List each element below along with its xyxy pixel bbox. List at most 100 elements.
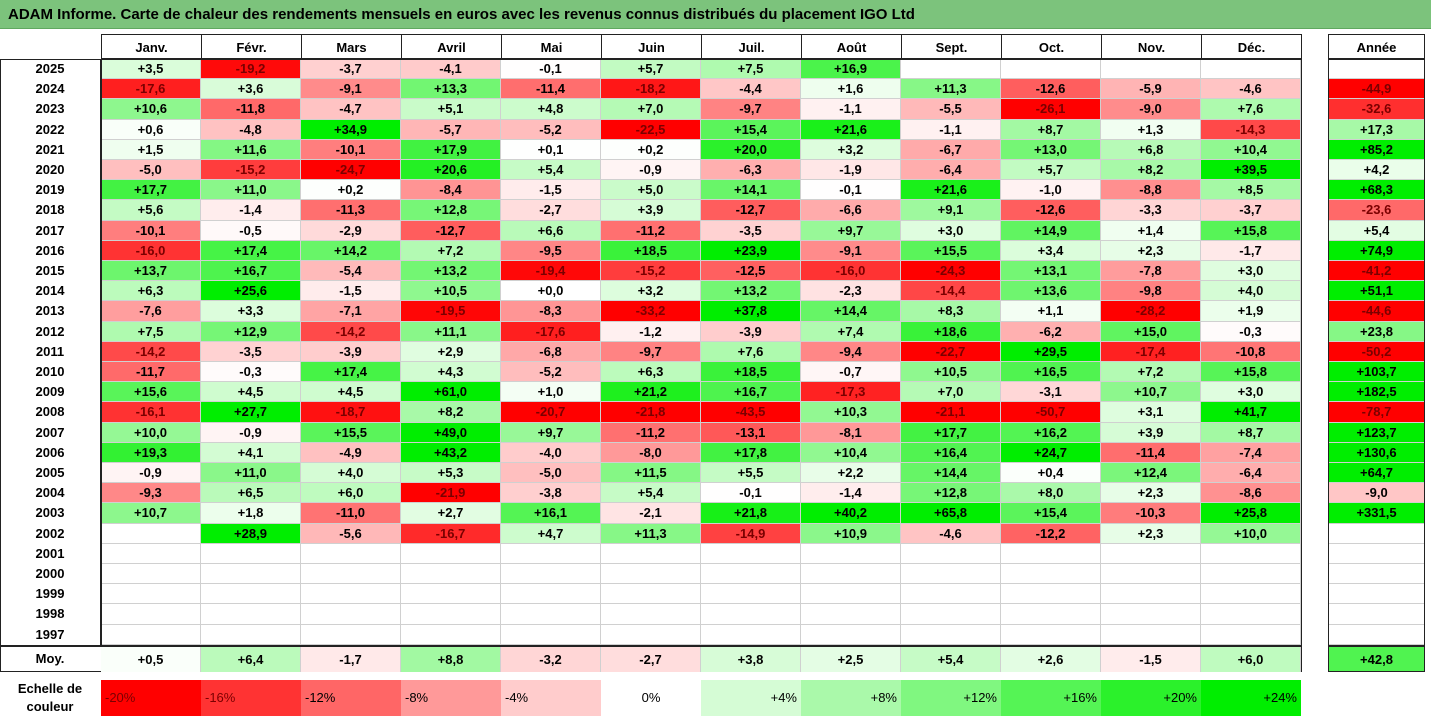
color-scale-swatch: +12% — [901, 680, 1001, 716]
heatmap-cell: +1,0 — [501, 382, 601, 403]
heatmap-cell: +12,8 — [401, 200, 501, 221]
average-annual-cell: +42,8 — [1328, 646, 1425, 672]
color-scale-swatch: 0% — [601, 680, 701, 716]
heatmap-cell: -3,5 — [201, 341, 301, 362]
heatmap-cell: -9,0 — [1101, 99, 1201, 120]
year-label: 2005 — [35, 465, 65, 480]
heatmap-cell: +5,3 — [401, 463, 501, 484]
heatmap-cell: +17,8 — [701, 442, 801, 463]
heatmap-cell: -10,1 — [101, 220, 201, 241]
heatmap-cell — [601, 564, 701, 585]
heatmap-cell: +19,3 — [101, 442, 201, 463]
heatmap-cell: -12,6 — [1001, 79, 1101, 100]
heatmap-cell: +4,8 — [501, 99, 601, 120]
year-label: 2021 — [35, 141, 65, 157]
month-header: Oct. — [1001, 34, 1102, 59]
heatmap-cell — [1101, 604, 1201, 625]
heatmap-cell: -5,7 — [401, 119, 501, 140]
heatmap-cell: +10,4 — [801, 442, 901, 463]
heatmap-cell: -12,7 — [401, 220, 501, 241]
heatmap-cell — [301, 564, 401, 585]
heatmap-cell: +15,4 — [1001, 503, 1101, 524]
heatmap-cell — [1001, 564, 1101, 585]
heatmap-cell: +5,4 — [601, 483, 701, 504]
annual-cell: +64,7 — [1328, 463, 1425, 484]
heatmap-cell: +21,6 — [901, 180, 1001, 201]
heatmap-cell: -22,7 — [901, 341, 1001, 362]
heatmap-cell: -4,4 — [701, 79, 801, 100]
month-header: Mai — [501, 34, 602, 59]
heatmap-cell: -10,1 — [301, 139, 401, 160]
heatmap-cell: -7,1 — [301, 301, 401, 322]
month-header: Janv. — [101, 34, 202, 59]
heatmap-cell: +16,1 — [501, 503, 601, 524]
heatmap-cell: -2,3 — [801, 281, 901, 302]
heatmap-cell — [1101, 624, 1201, 645]
heatmap-cell: +7,6 — [701, 341, 801, 362]
heatmap-cell: +8,3 — [901, 301, 1001, 322]
heatmap-cell: -3,5 — [701, 220, 801, 241]
heatmap-cell: -19,5 — [401, 301, 501, 322]
color-scale-swatch: +8% — [801, 680, 901, 716]
heatmap-cell: +3,9 — [601, 200, 701, 221]
heatmap-cell: -3,7 — [301, 59, 401, 80]
heatmap-cell: -17,4 — [1101, 341, 1201, 362]
average-cell: +3,8 — [701, 647, 801, 672]
heatmap-cell: -0,9 — [201, 422, 301, 443]
color-scale-swatch: -8% — [401, 680, 501, 716]
annual-cell — [1328, 543, 1425, 564]
heatmap-cell: +3,9 — [1101, 422, 1201, 443]
heatmap-cell: -10,3 — [1101, 503, 1201, 524]
heatmap-cell — [1001, 584, 1101, 605]
heatmap-cell — [1201, 59, 1301, 80]
heatmap-cell — [901, 543, 1001, 564]
heatmap-cell: -14,9 — [701, 523, 801, 544]
heatmap-cell: +37,8 — [701, 301, 801, 322]
heatmap-cell: +5,4 — [501, 160, 601, 181]
heatmap-cell: -11,3 — [301, 200, 401, 221]
annual-cell: -9,0 — [1328, 483, 1425, 504]
average-cell: +8,8 — [401, 647, 501, 672]
heatmap-cell: -11,4 — [1101, 442, 1201, 463]
heatmap-cell: +13,7 — [101, 261, 201, 282]
heatmap-cell: -8,0 — [601, 442, 701, 463]
heatmap-cell: +34,9 — [301, 119, 401, 140]
heatmap-cell: -11,7 — [101, 362, 201, 383]
heatmap-cell: -9,1 — [301, 79, 401, 100]
heatmap-cell: -4,1 — [401, 59, 501, 80]
heatmap-cell: +1,6 — [801, 79, 901, 100]
heatmap-cell: +13,2 — [401, 261, 501, 282]
heatmap-cell: +25,6 — [201, 281, 301, 302]
heatmap-cell: +4,5 — [301, 382, 401, 403]
heatmap-cell: +11,3 — [901, 79, 1001, 100]
annual-cell: +130,6 — [1328, 442, 1425, 463]
heatmap-cell: +13,0 — [1001, 139, 1101, 160]
year-label: 2017 — [35, 222, 65, 238]
heatmap-cell: +15,5 — [301, 422, 401, 443]
heatmap-cell: +61,0 — [401, 382, 501, 403]
heatmap-cell — [701, 584, 801, 605]
heatmap-cell: -4,0 — [501, 442, 601, 463]
heatmap-cell: -14,2 — [101, 341, 201, 362]
heatmap-cell: +5,5 — [701, 463, 801, 484]
heatmap-cell: +39,5 — [1201, 160, 1301, 181]
heatmap-cell: +21,6 — [801, 119, 901, 140]
annual-cell — [1328, 604, 1425, 625]
heatmap-cell: +3,0 — [1201, 261, 1301, 282]
heatmap-cell: +2,9 — [401, 341, 501, 362]
heatmap-cell: -16,1 — [101, 402, 201, 423]
year-label: 2023 — [35, 101, 65, 117]
average-cell: +6,0 — [1201, 647, 1301, 672]
heatmap-cell — [101, 543, 201, 564]
average-cell: -2,7 — [601, 647, 701, 672]
heatmap-cell — [501, 604, 601, 625]
month-header: Avril — [401, 34, 502, 59]
heatmap-cell: +13,2 — [701, 281, 801, 302]
heatmap-cell — [1001, 59, 1101, 80]
year-label: 2002 — [35, 525, 65, 541]
heatmap-cell: -2,1 — [601, 503, 701, 524]
annual-header: Année — [1328, 34, 1425, 59]
heatmap-cell: +20,0 — [701, 139, 801, 160]
heatmap-cell: -0,1 — [501, 59, 601, 80]
heatmap-cell: -24,3 — [901, 261, 1001, 282]
